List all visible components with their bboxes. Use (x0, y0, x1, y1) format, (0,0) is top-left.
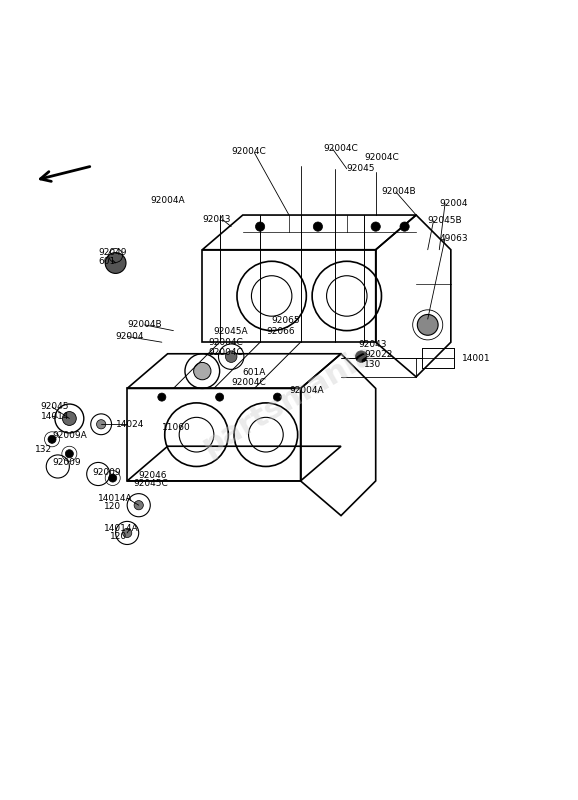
Text: partsmania: partsmania (197, 338, 381, 462)
Circle shape (134, 501, 143, 510)
Circle shape (109, 474, 117, 482)
Circle shape (225, 351, 237, 362)
Circle shape (216, 393, 224, 401)
Circle shape (105, 253, 126, 274)
Text: 92004C: 92004C (231, 147, 266, 156)
Text: 120: 120 (110, 533, 127, 542)
Text: 92004: 92004 (439, 199, 468, 208)
Text: 92045: 92045 (40, 402, 69, 411)
Text: 92004C: 92004C (364, 153, 399, 162)
Text: 92043: 92043 (202, 215, 231, 224)
Text: 92004C: 92004C (231, 378, 266, 387)
Text: 92004A: 92004A (150, 196, 185, 205)
Text: 92004C: 92004C (208, 338, 243, 346)
Text: 92004C: 92004C (324, 144, 358, 153)
Text: 92066: 92066 (266, 327, 295, 336)
Text: 92043: 92043 (358, 340, 387, 349)
Text: 92022: 92022 (364, 350, 392, 359)
Text: 601A: 601A (243, 368, 266, 377)
Text: 601: 601 (98, 257, 116, 266)
Circle shape (194, 362, 211, 380)
Text: 92004B: 92004B (127, 320, 162, 330)
Circle shape (355, 351, 367, 362)
Circle shape (62, 411, 76, 426)
Text: 92009: 92009 (52, 458, 81, 467)
Text: 92009: 92009 (92, 468, 121, 477)
Text: 14014A: 14014A (98, 494, 133, 502)
Circle shape (158, 393, 166, 401)
Text: 11060: 11060 (162, 423, 191, 432)
Text: 92046: 92046 (139, 470, 167, 480)
Circle shape (400, 222, 409, 231)
Text: 92045B: 92045B (428, 216, 462, 226)
Text: 92045: 92045 (347, 164, 375, 174)
Text: 132: 132 (35, 445, 52, 454)
Circle shape (313, 222, 323, 231)
Text: 14001: 14001 (462, 354, 491, 363)
Text: 92009A: 92009A (52, 431, 87, 440)
Circle shape (97, 420, 106, 429)
Circle shape (48, 435, 56, 443)
Text: 14024: 14024 (116, 420, 144, 429)
Text: 92004A: 92004A (289, 386, 324, 395)
Circle shape (371, 222, 380, 231)
Text: 92065: 92065 (272, 316, 301, 325)
Circle shape (255, 222, 265, 231)
Text: 92004: 92004 (116, 332, 144, 341)
Text: 49063: 49063 (439, 234, 468, 242)
Text: 92004C: 92004C (208, 347, 243, 357)
Text: 14014A: 14014A (104, 524, 139, 533)
Text: 120: 120 (104, 502, 121, 511)
Text: 92045C: 92045C (133, 479, 168, 488)
Text: 14014: 14014 (40, 412, 69, 421)
Circle shape (65, 450, 73, 458)
Text: 130: 130 (364, 360, 381, 369)
Circle shape (417, 314, 438, 335)
Circle shape (123, 528, 132, 538)
Text: 92045A: 92045A (214, 327, 249, 336)
Text: 92049: 92049 (98, 248, 127, 257)
Circle shape (273, 393, 281, 401)
Text: 92004B: 92004B (381, 187, 416, 197)
